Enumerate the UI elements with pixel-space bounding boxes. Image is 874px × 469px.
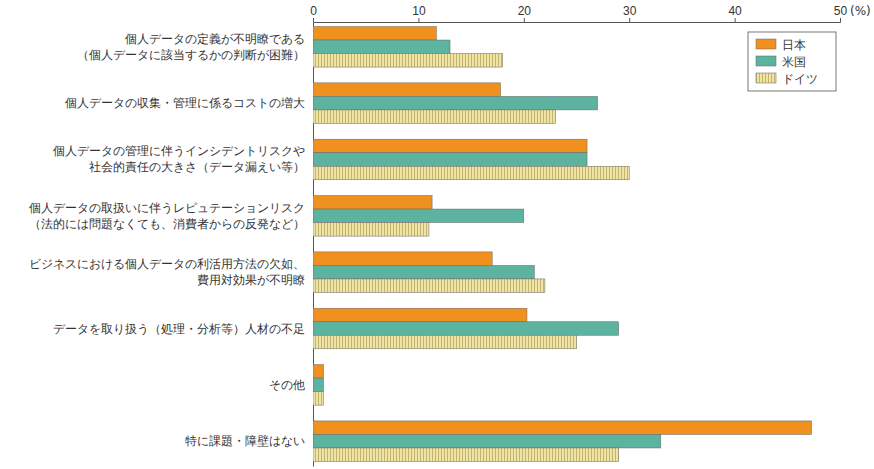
series-bars: [313, 40, 661, 448]
x-tick-label: 0: [310, 4, 317, 18]
legend-swatch: [756, 73, 776, 83]
series-bars: [313, 54, 629, 462]
x-tick-mark: [840, 18, 841, 22]
bar: [313, 153, 587, 167]
series-bars: [313, 27, 812, 435]
bar: [313, 365, 324, 379]
bar: [313, 335, 577, 349]
bar: [313, 27, 436, 41]
bar: [313, 434, 661, 448]
legend-swatch: [756, 39, 776, 49]
bar: [313, 110, 555, 124]
bar: [313, 378, 324, 392]
x-axis-line: [314, 18, 841, 23]
x-tick: 10: [412, 4, 426, 22]
x-tick-label: 50: [834, 4, 848, 18]
bar: [313, 223, 429, 237]
x-tick: 40: [728, 4, 742, 22]
legend-swatch: [756, 56, 776, 66]
x-tick-mark: [418, 18, 419, 22]
bar: [313, 265, 534, 279]
bar: [313, 54, 503, 68]
bar: [313, 392, 324, 406]
bar: [313, 139, 587, 153]
bar: [313, 421, 812, 435]
bar: [313, 83, 501, 97]
x-tick-label: 30: [623, 4, 637, 18]
x-tick-mark: [524, 18, 525, 22]
category-label: 個人データの管理に伴うインシデントリスクや社会的責任の大きさ（データ漏えい等）: [53, 144, 305, 174]
category-label: 個人データの収集・管理に係るコストの増大: [65, 96, 305, 110]
legend-label: 日本: [782, 38, 806, 52]
category-labels: 個人データの定義が不明瞭である（個人データに該当するかの判断が困難） 個人データの…: [29, 32, 305, 448]
x-axis: 0 10 20 30 40 50: [310, 4, 847, 23]
category-label: 特に課題・障壁はない: [185, 434, 305, 448]
category-label: 個人データの取扱いに伴うレピュテーションリスク（法的には問題なくても、消費者から…: [29, 201, 305, 231]
legend-box: [748, 32, 836, 91]
bar: [313, 279, 545, 293]
legend-label: 米国: [782, 55, 806, 69]
bar: [313, 166, 629, 180]
chart: 0 10 20 30 40 50(%) 個人データの定義が不明瞭である（個人データに該当する…: [0, 0, 874, 469]
x-tick: 50: [834, 4, 848, 22]
category-label: ビジネスにおける個人データの利活用方法の欠如、費用対効果が不明瞭: [29, 257, 305, 287]
bars: [313, 27, 812, 462]
bar: [313, 196, 432, 210]
bar: [313, 252, 492, 266]
bar: [313, 308, 527, 322]
x-tick-mark: [735, 18, 736, 22]
x-tick-label: 10: [412, 4, 426, 18]
bar: [313, 448, 619, 462]
category-label: データを取り扱う（処理・分析等）人材の不足: [53, 322, 305, 336]
category-label: 個人データの定義が不明瞭である（個人データに該当するかの判断が困難）: [77, 32, 305, 62]
x-tick-label: 20: [518, 4, 532, 18]
category-label: その他: [269, 378, 305, 392]
x-tick: 20: [518, 4, 532, 22]
x-tick: 0: [310, 4, 317, 22]
x-tick: 30: [623, 4, 637, 22]
x-axis-title: (%): [850, 4, 871, 18]
x-tick-mark: [629, 18, 630, 22]
bar: [313, 322, 619, 336]
x-tick-mark: [313, 18, 314, 22]
x-tick-label: 40: [728, 4, 742, 18]
legend-label: ドイツ: [782, 72, 818, 86]
bar: [313, 40, 450, 54]
bar: [313, 209, 524, 223]
bar: [313, 96, 598, 110]
legend: 日本米国ドイツ: [748, 32, 836, 91]
